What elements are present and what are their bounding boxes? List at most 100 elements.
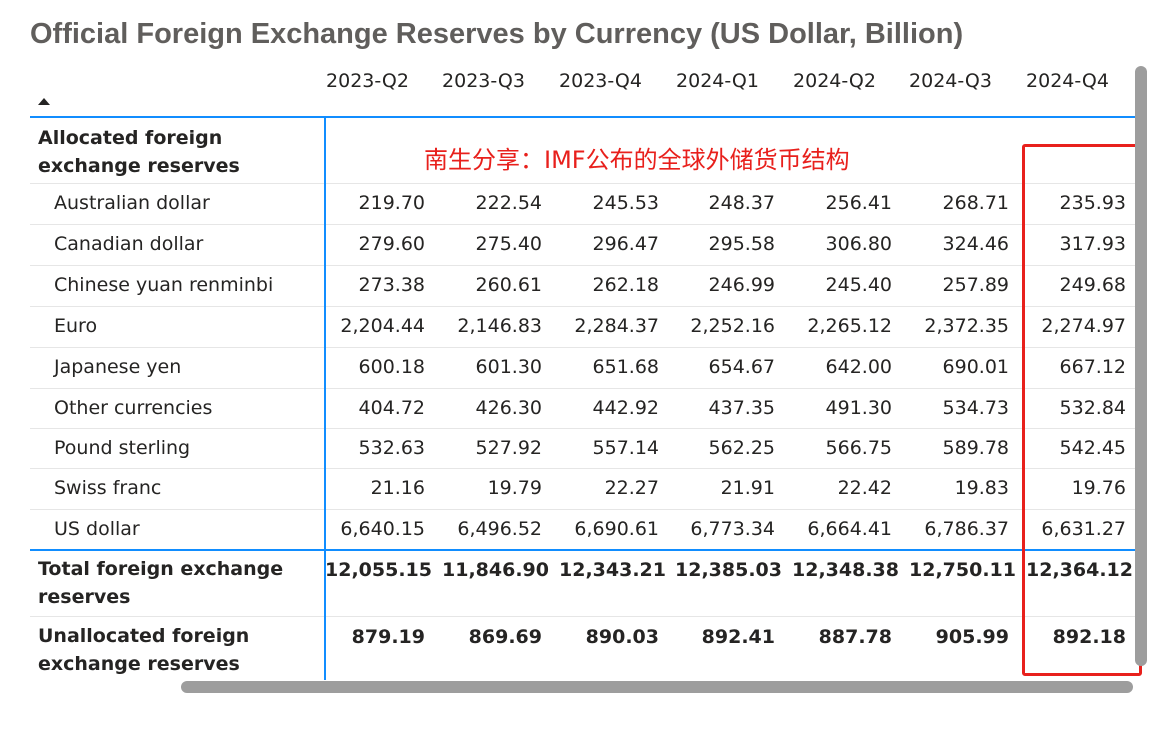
cell-other-currencies-2024-q3: 534.73 [942, 397, 1009, 419]
cell-swiss-franc-2023-q4: 22.27 [604, 477, 659, 499]
cell-euro-2024-q2: 2,265.12 [807, 315, 892, 337]
annotation-watermark: 南生分享：IMF公布的全球外储货币结构 [424, 146, 850, 174]
cell-euro-2024-q4: 2,274.97 [1041, 315, 1126, 337]
cell-chinese-yuan-renminbi-2023-q3: 260.61 [475, 274, 542, 296]
cell-japanese-yen-2024-q2: 642.00 [825, 356, 892, 378]
cell-pound-sterling-2024-q4: 542.45 [1059, 437, 1126, 459]
cell-canadian-dollar-2024-q3: 324.46 [942, 233, 1009, 255]
cell-unallocated-foreign-exchange-reserves-2024-q3: 905.99 [935, 626, 1009, 648]
cell-total-foreign-exchange-reserves-2023-q3: 11,846.90 [442, 559, 549, 581]
cell-japanese-yen-2023-q3: 601.30 [475, 356, 542, 378]
cell-us-dollar-2023-q4: 6,690.61 [574, 518, 659, 540]
row-label-canadian-dollar: Canadian dollar [54, 233, 204, 255]
cell-japanese-yen-2023-q2: 600.18 [358, 356, 425, 378]
cell-australian-dollar-2024-q4: 235.93 [1059, 192, 1126, 214]
cell-pound-sterling-2023-q3: 527.92 [475, 437, 542, 459]
cell-swiss-franc-2024-q3: 19.83 [954, 477, 1009, 499]
cell-pound-sterling-2024-q1: 562.25 [708, 437, 775, 459]
row-label-swiss-franc: Swiss franc [54, 477, 162, 499]
column-header-2024-q2[interactable]: 2024-Q2 [793, 70, 876, 92]
cell-chinese-yuan-renminbi-2024-q4: 249.68 [1059, 274, 1126, 296]
cell-us-dollar-2023-q3: 6,496.52 [457, 518, 542, 540]
cell-swiss-franc-2023-q3: 19.79 [487, 477, 542, 499]
cell-euro-2024-q1: 2,252.16 [690, 315, 775, 337]
column-header-2024-q3[interactable]: 2024-Q3 [909, 70, 992, 92]
row-label-japanese-yen: Japanese yen [54, 356, 182, 378]
header-divider [30, 116, 1136, 118]
cell-total-foreign-exchange-reserves-2024-q4: 12,364.12 [1026, 559, 1133, 581]
row-label-pound-sterling: Pound sterling [54, 437, 191, 459]
cell-total-foreign-exchange-reserves-2024-q1: 12,385.03 [675, 559, 782, 581]
row-divider [30, 616, 1136, 617]
chart-title: Official Foreign Exchange Reserves by Cu… [30, 18, 964, 50]
cell-australian-dollar-2023-q3: 222.54 [475, 192, 542, 214]
row-divider [30, 183, 1136, 184]
cell-pound-sterling-2023-q4: 557.14 [592, 437, 659, 459]
cell-total-foreign-exchange-reserves-2023-q2: 12,055.15 [325, 559, 432, 581]
cell-chinese-yuan-renminbi-2024-q2: 245.40 [825, 274, 892, 296]
cell-unallocated-foreign-exchange-reserves-2024-q4: 892.18 [1052, 626, 1126, 648]
cell-canadian-dollar-2023-q3: 275.40 [475, 233, 542, 255]
cell-swiss-franc-2024-q1: 21.91 [720, 477, 775, 499]
cell-unallocated-foreign-exchange-reserves-2024-q2: 887.78 [818, 626, 892, 648]
column-header-2023-q2[interactable]: 2023-Q2 [326, 70, 409, 92]
cell-japanese-yen-2024-q1: 654.67 [708, 356, 775, 378]
row-divider [30, 265, 1136, 266]
row-divider [30, 224, 1136, 225]
cell-chinese-yuan-renminbi-2023-q4: 262.18 [592, 274, 659, 296]
cell-australian-dollar-2024-q1: 248.37 [708, 192, 775, 214]
cell-pound-sterling-2024-q2: 566.75 [825, 437, 892, 459]
highlight-box-2024-q4 [1022, 144, 1142, 676]
horizontal-scrollbar[interactable] [181, 681, 1133, 693]
cell-euro-2023-q3: 2,146.83 [457, 315, 542, 337]
cell-canadian-dollar-2023-q2: 279.60 [358, 233, 425, 255]
cell-swiss-franc-2023-q2: 21.16 [370, 477, 425, 499]
cell-australian-dollar-2024-q3: 268.71 [942, 192, 1009, 214]
row-label-other-currencies: Other currencies [54, 397, 213, 419]
cell-pound-sterling-2023-q2: 532.63 [358, 437, 425, 459]
cell-canadian-dollar-2024-q1: 295.58 [708, 233, 775, 255]
row-divider [30, 388, 1136, 389]
row-label-total-foreign-exchange-reserves: Total foreign exchange reserves [38, 558, 284, 608]
cell-total-foreign-exchange-reserves-2023-q4: 12,343.21 [559, 559, 666, 581]
cell-canadian-dollar-2024-q2: 306.80 [825, 233, 892, 255]
row-label-unallocated-foreign-exchange-reserves: Unallocated foreign exchange reserves [38, 625, 250, 675]
cell-japanese-yen-2023-q4: 651.68 [592, 356, 659, 378]
cell-us-dollar-2024-q3: 6,786.37 [924, 518, 1009, 540]
label-column-divider [324, 118, 326, 680]
cell-euro-2023-q4: 2,284.37 [574, 315, 659, 337]
vertical-scrollbar[interactable] [1135, 66, 1147, 666]
cell-swiss-franc-2024-q2: 22.42 [837, 477, 892, 499]
cell-unallocated-foreign-exchange-reserves-2023-q4: 890.03 [585, 626, 659, 648]
cell-unallocated-foreign-exchange-reserves-2023-q2: 879.19 [351, 626, 425, 648]
column-header-2024-q1[interactable]: 2024-Q1 [676, 70, 759, 92]
cell-unallocated-foreign-exchange-reserves-2023-q3: 869.69 [468, 626, 542, 648]
cell-japanese-yen-2024-q4: 667.12 [1059, 356, 1126, 378]
row-label-chinese-yuan-renminbi: Chinese yuan renminbi [54, 274, 274, 296]
cell-us-dollar-2024-q4: 6,631.27 [1041, 518, 1126, 540]
row-label-us-dollar: US dollar [54, 518, 140, 540]
sort-ascending-icon[interactable] [38, 98, 50, 105]
cell-japanese-yen-2024-q3: 690.01 [942, 356, 1009, 378]
cell-us-dollar-2024-q2: 6,664.41 [807, 518, 892, 540]
row-label-euro: Euro [54, 315, 98, 337]
cell-chinese-yuan-renminbi-2023-q2: 273.38 [358, 274, 425, 296]
row-divider [30, 306, 1136, 307]
cell-euro-2023-q2: 2,204.44 [340, 315, 425, 337]
row-divider [30, 509, 1136, 510]
cell-other-currencies-2023-q3: 426.30 [475, 397, 542, 419]
column-header-2023-q4[interactable]: 2023-Q4 [559, 70, 642, 92]
column-header-2023-q3[interactable]: 2023-Q3 [442, 70, 525, 92]
row-divider [30, 428, 1136, 429]
cell-euro-2024-q3: 2,372.35 [924, 315, 1009, 337]
cell-other-currencies-2023-q2: 404.72 [358, 397, 425, 419]
cell-swiss-franc-2024-q4: 19.76 [1071, 477, 1126, 499]
column-header-2024-q4[interactable]: 2024-Q4 [1026, 70, 1109, 92]
row-label-allocated-foreign-exchange-reserves: Allocated foreign exchange reserves [38, 127, 240, 177]
row-divider [30, 468, 1136, 469]
cell-chinese-yuan-renminbi-2024-q3: 257.89 [942, 274, 1009, 296]
cell-total-foreign-exchange-reserves-2024-q2: 12,348.38 [792, 559, 899, 581]
cell-chinese-yuan-renminbi-2024-q1: 246.99 [708, 274, 775, 296]
cell-other-currencies-2024-q2: 491.30 [825, 397, 892, 419]
cell-australian-dollar-2023-q4: 245.53 [592, 192, 659, 214]
